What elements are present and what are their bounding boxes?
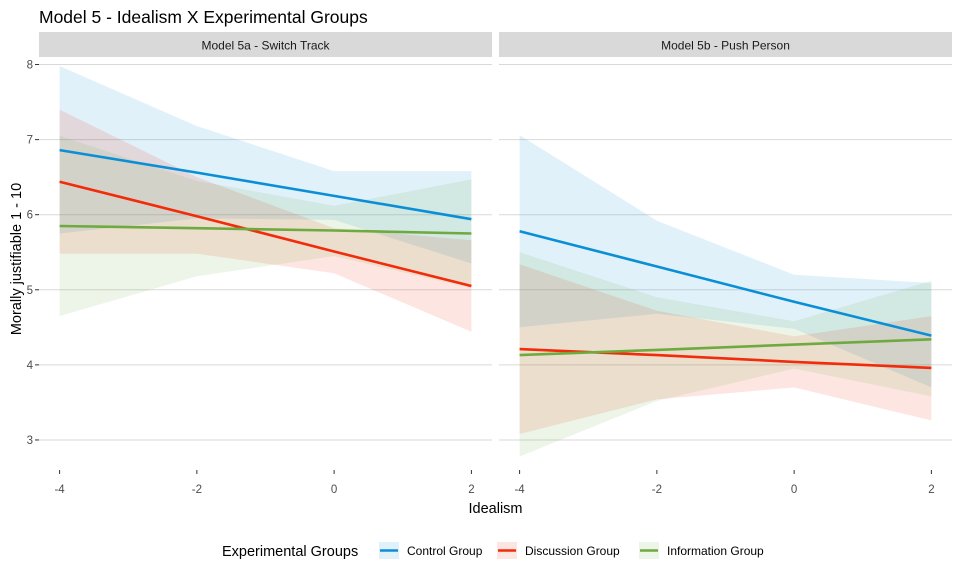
x-tick-label: 2	[468, 484, 474, 496]
y-axis-title: Morally justifiable 1 - 10	[9, 183, 25, 335]
discussion-ci-ribbon	[519, 264, 932, 434]
panel-1: Model 5a - Switch Track -4 -2 0 2 3 4 5 6 7 8	[27, 32, 492, 496]
legend-item-control: Control Group	[379, 542, 483, 559]
y-tick-label: 7	[27, 135, 33, 147]
x-axis-title: Idealism	[469, 501, 523, 517]
x-tick-label: 0	[331, 484, 337, 496]
facet-strip-label: Model 5b - Push Person	[661, 39, 790, 53]
control-ci-ribbon	[59, 66, 472, 264]
panel-2: Model 5b - Push Person -4 -2 0 2	[499, 32, 952, 496]
discussion-line	[59, 180, 472, 288]
facet-strip-label: Model 5a - Switch Track	[201, 39, 330, 53]
control-line	[59, 148, 472, 221]
facet-strip	[499, 32, 952, 57]
x-tick-label: 2	[928, 484, 934, 496]
information-line	[59, 224, 472, 235]
legend-label: Discussion Group	[525, 544, 620, 558]
x-tick-label: -4	[54, 484, 65, 496]
legend-label: Information Group	[667, 544, 764, 558]
information-ci-ribbon	[59, 135, 472, 317]
y-tick-label: 3	[27, 435, 33, 447]
legend-item-discussion: Discussion Group	[497, 542, 620, 559]
information-ci-ribbon	[519, 252, 932, 457]
x-tick-label: -4	[514, 484, 525, 496]
panels: Model 5a - Switch Track-4 -2 0 2345678Model…	[27, 32, 952, 496]
y-tick-label: 4	[27, 360, 34, 372]
facet-strip	[39, 32, 492, 57]
x-tick-label: 0	[791, 484, 797, 496]
legend: Experimental Groups Control Group Discuss…	[222, 542, 764, 560]
control-ci-ribbon	[519, 135, 932, 388]
chart-title: Model 5 - Idealism X Experimental Groups	[39, 7, 368, 27]
x-tick-label: -2	[652, 484, 662, 496]
y-tick-label: 6	[27, 210, 33, 222]
discussion-ci-ribbon	[59, 109, 472, 332]
legend-label: Control Group	[407, 544, 483, 558]
legend-item-information: Information Group	[639, 542, 764, 559]
information-line	[519, 338, 932, 357]
x-tick-label: -2	[192, 484, 202, 496]
control-line	[519, 229, 932, 337]
y-tick-label: 5	[27, 285, 33, 297]
y-tick-label: 8	[27, 60, 33, 72]
legend-title: Experimental Groups	[222, 544, 358, 560]
